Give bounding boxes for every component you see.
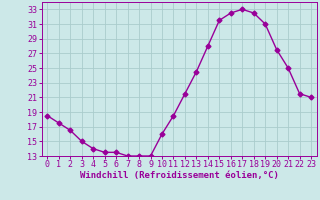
- X-axis label: Windchill (Refroidissement éolien,°C): Windchill (Refroidissement éolien,°C): [80, 171, 279, 180]
